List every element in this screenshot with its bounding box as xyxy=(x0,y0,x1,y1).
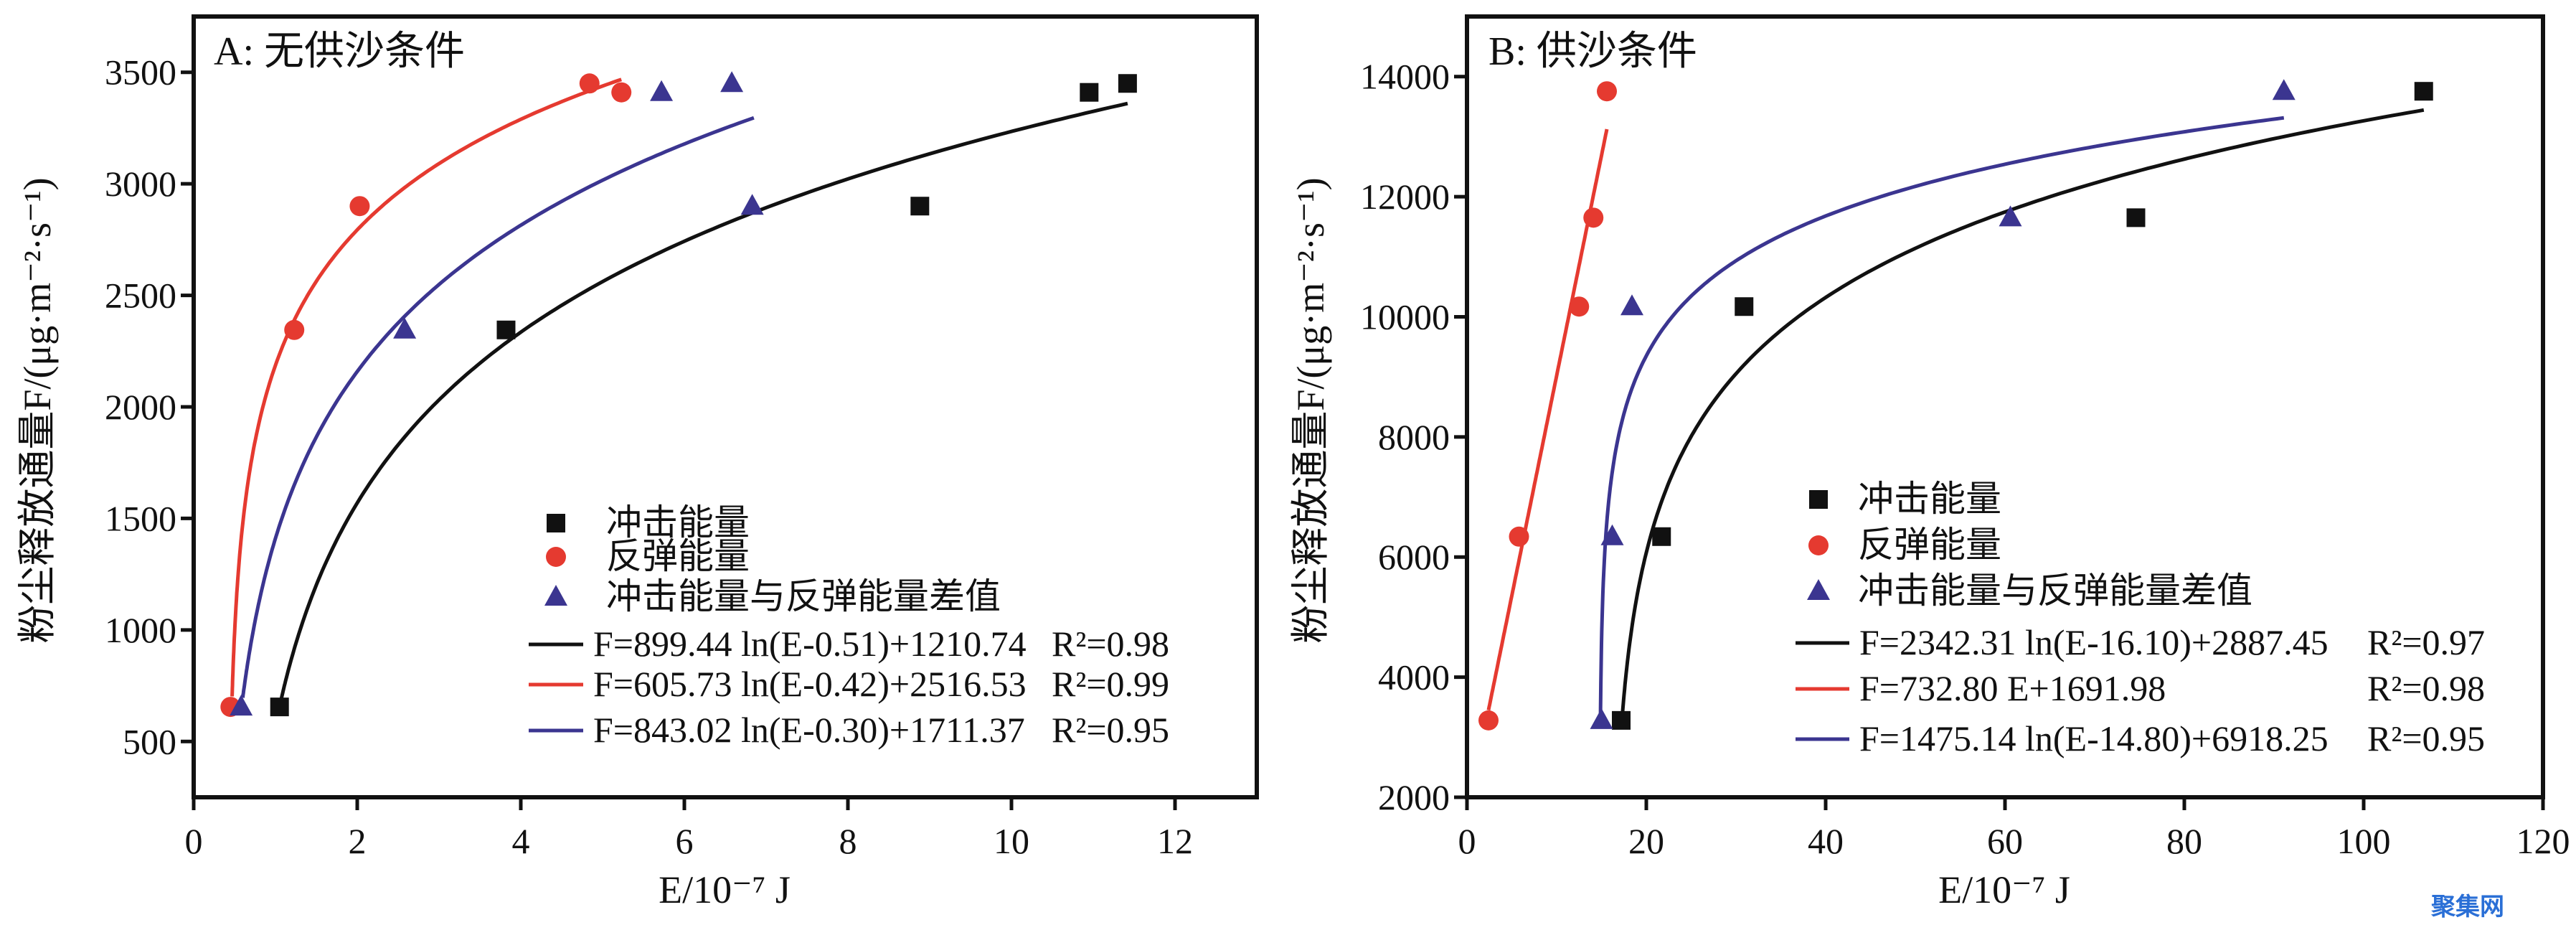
data-point-square xyxy=(1118,74,1137,93)
data-point-circle xyxy=(1478,710,1499,731)
x-tick-label: 10 xyxy=(994,821,1029,861)
legend-label: 冲击能量 xyxy=(1858,479,2001,519)
fit-curve-1 xyxy=(1486,128,1609,711)
data-point-triangle xyxy=(650,80,674,101)
x-axis-label: E/10⁻⁷ J xyxy=(1938,868,2070,911)
chart-panel-b: 0 20 40 60 80 100 120 2000 4000 6000 8000 10000 1200… xyxy=(1289,14,2570,911)
data-point-square xyxy=(1735,297,1754,316)
x-tick-label: 12 xyxy=(1157,821,1193,861)
y-tick-label: 14000 xyxy=(1360,57,1450,97)
y-tick-label: 4000 xyxy=(1378,657,1450,698)
fit-r-squared: R²=0.97 xyxy=(2367,622,2485,662)
legend-marker-square xyxy=(547,514,565,532)
data-point-circle xyxy=(1597,81,1617,102)
legend-label: 冲击能量与反弹能量差值 xyxy=(1858,571,2252,611)
y-tick-label: 8000 xyxy=(1378,417,1450,457)
fit-equation: F=843.02 ln(E-0.30)+1711.37 xyxy=(593,710,1025,750)
fit-equation: F=1475.14 ln(E-14.80)+6918.25 xyxy=(1859,718,2329,759)
legend-marker-triangle xyxy=(544,585,567,606)
legend-marker-triangle xyxy=(1807,579,1830,600)
y-tick-label: 1500 xyxy=(105,498,176,538)
data-point-square xyxy=(1080,83,1099,102)
fit-curve-2 xyxy=(1598,116,2285,726)
x-tick-label: 4 xyxy=(512,821,530,861)
fit-r-squared: R²=0.98 xyxy=(2367,668,2485,708)
data-point-triangle xyxy=(2272,79,2296,100)
fit-curve-0 xyxy=(1620,108,2425,725)
y-tick-label: 1000 xyxy=(105,610,176,650)
y-tick-label: 3500 xyxy=(105,52,176,93)
y-tick-label: 10000 xyxy=(1360,296,1450,337)
data-point-circle xyxy=(579,73,600,94)
fit-curve-0 xyxy=(278,101,1128,708)
panel-title: A: 无供沙条件 xyxy=(214,29,465,74)
data-point-circle xyxy=(611,82,632,103)
data-point-square xyxy=(910,197,930,216)
y-tick-label: 6000 xyxy=(1378,537,1450,577)
x-tick-label: 6 xyxy=(676,821,694,861)
data-point-circle xyxy=(349,196,370,217)
panel-title: B: 供沙条件 xyxy=(1488,29,1697,74)
data-point-triangle xyxy=(1999,205,2022,227)
x-tick-label: 2 xyxy=(349,821,367,861)
data-point-triangle xyxy=(1600,524,1624,545)
legend-label: 冲击能量 xyxy=(606,502,750,543)
data-point-square xyxy=(270,698,289,717)
fit-equation: F=732.80 E+1691.98 xyxy=(1859,668,2166,708)
x-tick-label: 120 xyxy=(2516,821,2570,861)
data-point-circle xyxy=(1569,296,1590,317)
x-axis-label: E/10⁻⁷ J xyxy=(659,868,791,911)
y-tick-label: 2000 xyxy=(1378,777,1450,817)
data-point-triangle xyxy=(1590,708,1613,729)
legend-marker-circle xyxy=(1808,535,1829,555)
data-point-triangle xyxy=(740,194,764,215)
data-point-square xyxy=(2126,208,2146,227)
y-tick-label: 2000 xyxy=(105,387,176,427)
data-point-triangle xyxy=(1620,294,1643,316)
data-point-square xyxy=(2414,82,2433,101)
fit-equation: F=605.73 ln(E-0.42)+2516.53 xyxy=(593,664,1027,704)
y-tick-label: 3000 xyxy=(105,164,176,204)
data-point-triangle xyxy=(720,71,744,93)
data-point-triangle xyxy=(393,317,417,339)
x-tick-label: 0 xyxy=(185,821,203,861)
x-tick-label: 8 xyxy=(839,821,857,861)
x-tick-label: 20 xyxy=(1628,821,1664,861)
chart-panel-a: 0 2 4 6 8 10 12 500 1000 1500 2000 2500 3000 3500 A: 无… xyxy=(16,14,1259,911)
fit-curve-1 xyxy=(230,78,622,697)
data-point-square xyxy=(496,320,516,339)
x-tick-label: 60 xyxy=(1987,821,2023,861)
fit-r-squared: R²=0.95 xyxy=(1052,710,1169,750)
y-tick-label: 500 xyxy=(123,721,176,761)
data-point-triangle xyxy=(230,695,253,716)
fit-equation: F=899.44 ln(E-0.51)+1210.74 xyxy=(593,624,1027,664)
legend-label: 反弹能量 xyxy=(606,536,750,576)
x-tick-label: 100 xyxy=(2337,821,2391,861)
x-tick-label: 0 xyxy=(1458,821,1476,861)
fit-r-squared: R²=0.99 xyxy=(1052,664,1169,704)
y-tick-label: 2500 xyxy=(105,276,176,316)
fit-r-squared: R²=0.98 xyxy=(1052,624,1169,664)
fit-equation: F=2342.31 ln(E-16.10)+2887.45 xyxy=(1859,622,2329,662)
x-tick-label: 40 xyxy=(1808,821,1844,861)
legend-label: 反弹能量 xyxy=(1858,525,2001,565)
data-point-circle xyxy=(1509,526,1529,547)
legend-label: 冲击能量与反弹能量差值 xyxy=(606,576,1001,616)
data-point-square xyxy=(1612,710,1631,730)
legend-marker-circle xyxy=(546,547,566,567)
data-point-circle xyxy=(284,319,305,340)
fit-curve-2 xyxy=(240,116,755,698)
y-axis-label: 粉尘释放通量F/(μg·m⁻²·s⁻¹) xyxy=(16,177,59,643)
legend-marker-square xyxy=(1809,490,1828,509)
data-point-circle xyxy=(1583,207,1604,228)
data-point-square xyxy=(1652,527,1671,546)
x-tick-label: 80 xyxy=(2166,821,2202,861)
watermark: 聚集网 xyxy=(2430,893,2504,921)
y-tick-label: 12000 xyxy=(1360,177,1450,217)
fit-r-squared: R²=0.95 xyxy=(2367,718,2485,759)
y-axis-label: 粉尘释放通量F/(μg·m⁻²·s⁻¹) xyxy=(1289,177,1332,643)
